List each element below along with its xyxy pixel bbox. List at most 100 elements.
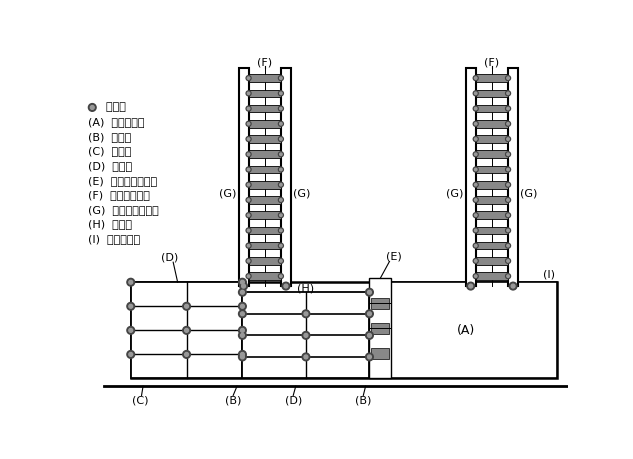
Bar — [249, 227, 281, 234]
Circle shape — [507, 138, 510, 140]
Circle shape — [280, 229, 282, 232]
Text: (G): (G) — [219, 189, 237, 199]
Circle shape — [280, 199, 282, 201]
Circle shape — [469, 284, 473, 288]
Circle shape — [279, 274, 284, 279]
Circle shape — [248, 245, 250, 247]
Circle shape — [506, 121, 511, 126]
Circle shape — [246, 213, 251, 218]
Bar — [476, 120, 508, 128]
Circle shape — [506, 197, 511, 202]
Circle shape — [280, 123, 282, 125]
Circle shape — [242, 284, 246, 288]
Circle shape — [246, 167, 251, 172]
Circle shape — [284, 284, 288, 288]
Text: (I): (I) — [543, 269, 555, 280]
Circle shape — [507, 214, 510, 217]
Circle shape — [279, 258, 284, 263]
Bar — [131, 282, 242, 379]
Bar — [249, 135, 281, 143]
Text: (A)  落地剪力墙: (A) 落地剪力墙 — [89, 117, 145, 127]
Circle shape — [279, 228, 284, 233]
Bar — [239, 68, 249, 286]
Circle shape — [279, 213, 284, 218]
Bar — [371, 348, 389, 359]
Circle shape — [127, 326, 135, 334]
Circle shape — [183, 326, 191, 334]
Circle shape — [473, 197, 478, 202]
Circle shape — [127, 278, 135, 286]
Bar — [466, 68, 476, 286]
Circle shape — [506, 91, 511, 96]
Circle shape — [507, 275, 510, 277]
Circle shape — [246, 91, 251, 96]
Circle shape — [246, 76, 251, 81]
Circle shape — [506, 152, 511, 157]
Circle shape — [507, 199, 510, 201]
Circle shape — [279, 106, 284, 111]
Circle shape — [473, 76, 478, 81]
Circle shape — [279, 76, 284, 81]
Bar — [476, 227, 508, 234]
Bar — [370, 278, 391, 379]
Circle shape — [241, 304, 244, 308]
Circle shape — [475, 260, 477, 262]
Text: (A): (A) — [456, 324, 475, 337]
Bar — [242, 292, 370, 379]
Circle shape — [506, 106, 511, 111]
Text: (F): (F) — [257, 57, 272, 67]
Circle shape — [248, 184, 250, 186]
Circle shape — [507, 107, 510, 110]
Circle shape — [127, 302, 135, 310]
Circle shape — [246, 182, 251, 187]
Bar — [131, 282, 556, 379]
Circle shape — [239, 288, 246, 296]
Circle shape — [475, 107, 477, 110]
Circle shape — [185, 353, 189, 356]
Circle shape — [279, 167, 284, 172]
Circle shape — [282, 282, 290, 290]
Circle shape — [129, 304, 133, 308]
Circle shape — [241, 312, 244, 316]
Circle shape — [246, 243, 251, 248]
Circle shape — [280, 153, 282, 156]
Text: (E)  平面内刚性楼板: (E) 平面内刚性楼板 — [89, 176, 158, 185]
Circle shape — [239, 326, 246, 334]
Bar — [476, 105, 508, 112]
Bar — [249, 151, 281, 158]
Circle shape — [475, 214, 477, 217]
Text: (B): (B) — [355, 395, 372, 405]
Circle shape — [280, 138, 282, 140]
Circle shape — [368, 333, 372, 337]
Bar — [391, 282, 556, 379]
Text: (C): (C) — [132, 395, 148, 405]
Text: (G)  转换上部剪力墙: (G) 转换上部剪力墙 — [89, 205, 159, 215]
Circle shape — [473, 258, 478, 263]
Circle shape — [280, 107, 282, 110]
Bar — [476, 272, 508, 280]
Circle shape — [240, 282, 248, 290]
Circle shape — [89, 104, 96, 111]
Circle shape — [248, 260, 250, 262]
Text: (H)  转换梁: (H) 转换梁 — [89, 219, 132, 230]
Circle shape — [239, 353, 246, 361]
Circle shape — [366, 353, 373, 361]
Circle shape — [241, 280, 244, 284]
Circle shape — [473, 91, 478, 96]
Bar — [476, 74, 508, 82]
Text: (H): (H) — [298, 283, 315, 293]
Circle shape — [241, 355, 244, 359]
Circle shape — [280, 77, 282, 79]
Circle shape — [366, 288, 373, 296]
Bar — [476, 151, 508, 158]
Circle shape — [304, 333, 308, 337]
Circle shape — [239, 302, 246, 310]
Circle shape — [507, 229, 510, 232]
Bar — [249, 166, 281, 174]
Circle shape — [302, 331, 310, 339]
Bar — [249, 105, 281, 112]
Circle shape — [366, 310, 373, 318]
Circle shape — [507, 92, 510, 95]
Circle shape — [185, 304, 189, 308]
Text: (G): (G) — [446, 189, 463, 199]
